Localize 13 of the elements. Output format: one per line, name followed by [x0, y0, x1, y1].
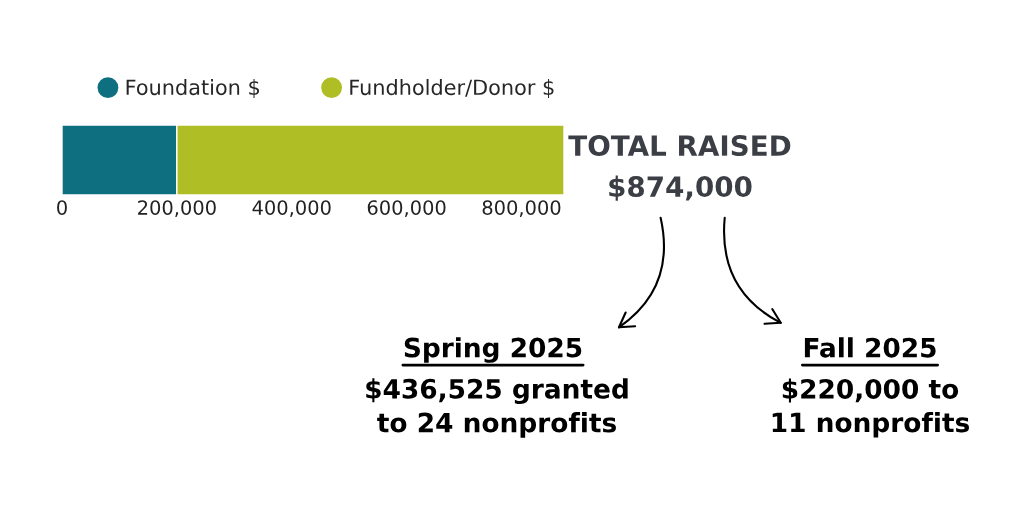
x-tick-label: 400,000 — [252, 200, 331, 217]
x-tick-label: 200,000 — [138, 200, 216, 217]
legend-label: Fundholder/Donor $ — [350, 79, 554, 98]
text: TOTAL RAISED — [568, 135, 791, 157]
text: Spring 2025 — [404, 337, 582, 363]
x-tick-label: 0 — [57, 200, 67, 215]
text: $220,000 to 11 nonprofits — [772, 378, 969, 438]
legend-label: Foundation $ — [126, 79, 260, 98]
x-tick-label: 800,000 — [482, 200, 561, 217]
x-tick-label: 600,000 — [367, 200, 446, 217]
text: $436,525 granted to 24 nonprofits — [366, 378, 628, 438]
text: $874,000 — [609, 175, 752, 201]
text: Fall 2025 — [804, 337, 936, 358]
